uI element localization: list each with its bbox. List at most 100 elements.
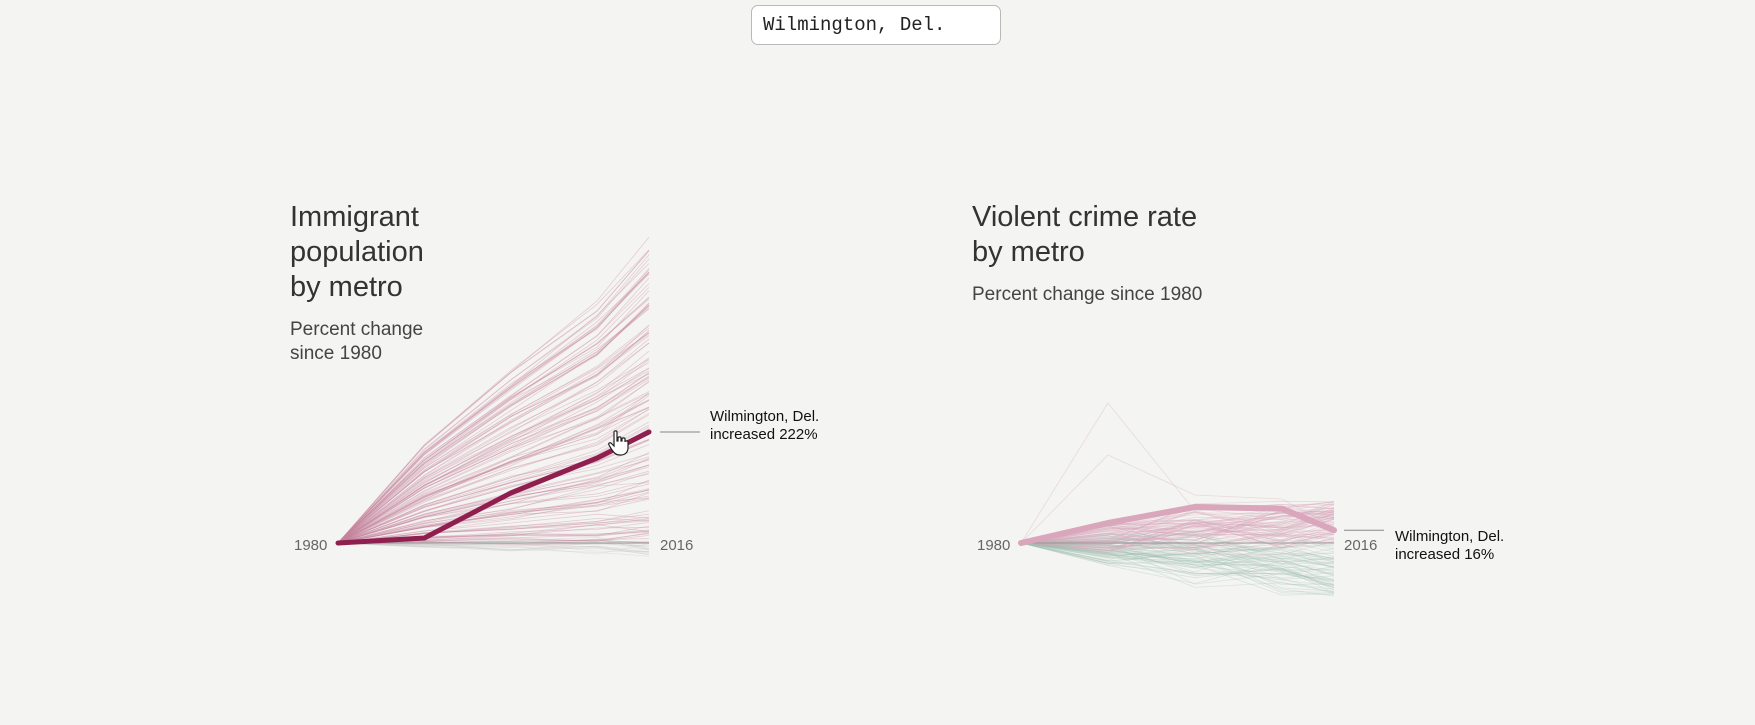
metro-line [1020,542,1335,588]
metro-line [1020,542,1335,590]
metro-line [337,495,650,544]
metro-line [1020,542,1335,560]
metro-line [337,453,650,544]
metro-line [1020,533,1335,560]
hand-pointer-icon [608,430,629,456]
metro-line [1020,542,1335,597]
metro-line [1020,513,1335,544]
immigrant-chart-title: Immigrant population by metro [290,201,424,303]
immigrant-annotation: Wilmington, Del. increased 222% [710,408,819,444]
metro-line [1020,525,1335,544]
metro-line [1020,531,1335,560]
metro-line [337,304,650,544]
metro-search-input[interactable] [751,5,1001,45]
metro-line [1020,540,1335,571]
metro-line [337,466,650,544]
metro-line [337,542,650,557]
metro-line [337,362,650,544]
metro-line [337,510,650,544]
metro-line [337,391,650,544]
metro-line [337,542,650,554]
metro-line [1020,531,1335,554]
metro-line [1020,509,1335,549]
metro-line [337,489,650,544]
metro-line [1020,542,1335,568]
metro-line [1020,517,1335,550]
metro-line [337,271,650,544]
metro-line [1020,533,1335,557]
metro-line [1020,530,1335,549]
metro-line [1020,511,1334,544]
metro-line [337,399,650,544]
metro-line [1020,501,1335,544]
background-metro-lines [337,236,650,557]
metro-line [337,513,650,544]
x-tick-label-start: 1980 [294,537,327,554]
metro-line [337,473,650,544]
immigrant-annotation-value: increased 222% [710,426,818,443]
metro-line [337,277,650,544]
metro-line [337,470,650,544]
x-tick-label-start: 1980 [977,537,1010,554]
metro-line [1020,542,1335,564]
metro-line [1020,542,1335,573]
metro-line [337,327,650,544]
metro-line [1020,542,1335,583]
metro-line [337,406,650,544]
metro-line [337,283,650,544]
metro-line [337,254,650,544]
crime-annotation-name: Wilmington, Del. [1395,528,1505,545]
metro-line [1020,542,1335,569]
metro-line [1020,532,1335,555]
metro-line [1020,518,1335,551]
metro-line [1020,542,1335,596]
metro-line [337,393,650,544]
metro-line [337,367,650,544]
metro-line [337,333,650,544]
metro-line [337,236,650,544]
metro-line [1020,454,1335,544]
metro-line [337,297,650,544]
metro-line [337,250,650,544]
metro-line [337,407,650,544]
metro-line [1020,542,1335,587]
metro-line [337,250,650,544]
metro-line [337,303,650,544]
metro-line [337,513,650,544]
metro-line [1020,534,1335,564]
metro-line [337,330,650,544]
metro-line [337,439,650,544]
metro-line [1020,542,1335,572]
metro-line [337,298,650,544]
metro-line [1020,533,1335,544]
metro-line [1020,537,1335,549]
metro-line [1020,535,1335,567]
metro-line [1020,540,1335,562]
metro-line [337,296,650,544]
metro-line [337,518,650,544]
metro-line [337,325,650,544]
metro-line [1020,542,1335,563]
metro-line [1020,521,1335,554]
metro-line [337,542,650,555]
metro-line [1020,532,1335,549]
metro-line [337,519,650,544]
metro-line [1020,540,1335,555]
metro-line [1020,542,1335,593]
metro-line [1020,536,1335,569]
metro-line [337,542,650,553]
metro-line [337,379,650,544]
metro-line [337,305,650,544]
metro-line [1020,527,1335,553]
metro-line [1020,527,1335,555]
metro-line [1020,521,1335,544]
metro-line [1020,542,1335,583]
metro-line [337,381,650,544]
metro-line [1020,542,1335,564]
metro-line [1020,542,1335,579]
metro-line [1020,542,1335,586]
metro-line [1020,532,1335,549]
metro-line [337,464,650,544]
metro-line [1020,540,1335,556]
metro-line [337,482,650,544]
